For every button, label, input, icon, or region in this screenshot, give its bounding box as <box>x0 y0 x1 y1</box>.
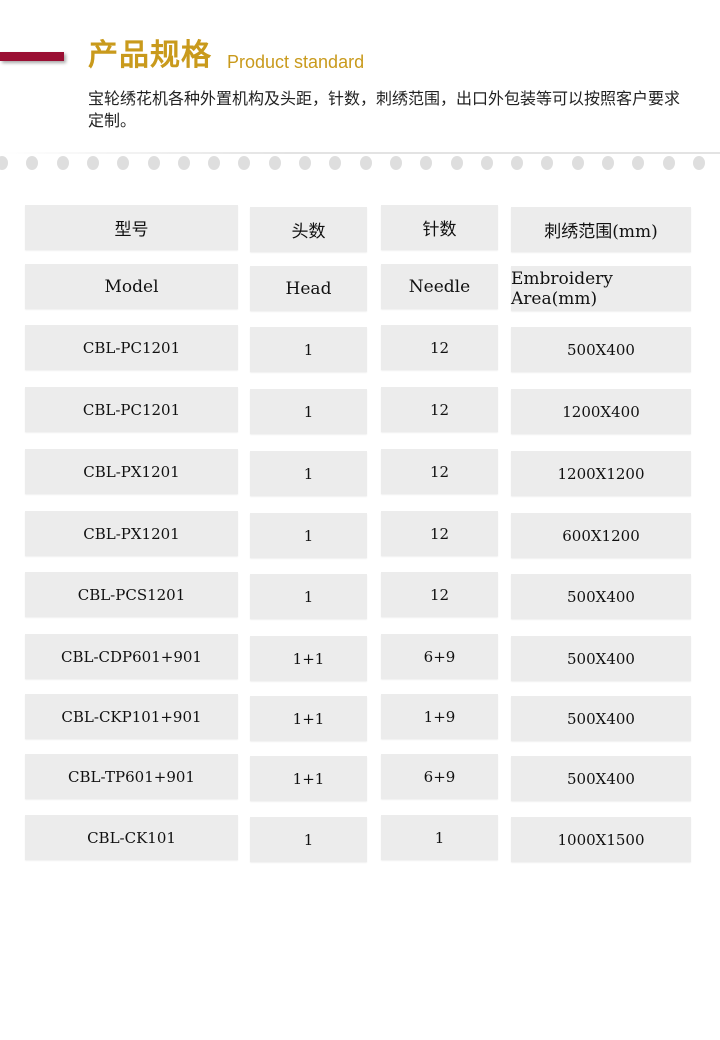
divider-dot <box>299 156 311 170</box>
cell-needle: 12 <box>381 325 498 370</box>
divider-dot <box>571 156 584 170</box>
divider-dot <box>268 156 281 170</box>
divider-dot <box>0 156 8 170</box>
page-title: 产品规格 <box>88 38 212 73</box>
cell-needle: 12 <box>381 572 498 617</box>
cell-area: 1000X1500 <box>511 817 691 862</box>
cell-needle: 6+9 <box>381 754 498 799</box>
cell-head: 1 <box>250 513 367 558</box>
cell-area: 1200X400 <box>511 389 691 434</box>
cell-needle: 6+9 <box>381 634 498 679</box>
header-cell-area: 刺绣范围(mm) <box>511 207 691 252</box>
divider-dot <box>117 156 130 170</box>
divider-dot <box>450 156 463 170</box>
divider-dot <box>541 156 554 170</box>
divider-dot <box>511 156 524 170</box>
cell-needle: 12 <box>381 387 498 432</box>
cell-head: 1 <box>250 451 367 496</box>
cell-head: 1 <box>250 574 367 619</box>
cell-head: 1 <box>250 389 367 434</box>
divider-dot <box>420 156 433 170</box>
cell-model: CBL-CK101 <box>25 815 238 860</box>
divider-dot <box>632 156 645 170</box>
divider-dot <box>86 156 99 170</box>
accent-bar <box>0 52 64 61</box>
cell-head: 1+1 <box>250 696 367 741</box>
cell-needle: 12 <box>381 511 498 556</box>
divider-dot <box>389 156 402 170</box>
cell-model: CBL-CDP601+901 <box>25 634 238 679</box>
divider-dot <box>662 156 675 170</box>
cell-area: 500X400 <box>511 756 691 801</box>
header-cell-model: Model <box>25 264 238 309</box>
divider-dot <box>208 156 221 170</box>
header-cell-needle: 针数 <box>381 205 498 250</box>
cell-area: 500X400 <box>511 636 691 681</box>
cell-head: 1+1 <box>250 756 367 801</box>
header-cell-head: Head <box>250 266 367 311</box>
cell-needle: 1+9 <box>381 694 498 739</box>
header-cell-area: Embroidery Area(mm) <box>511 266 691 311</box>
header-cell-model: 型号 <box>25 205 238 250</box>
description: 宝轮绣花机各种外置机构及头距，针数，刺绣范围，出口外包装等可以按照客户要求定制。 <box>88 89 681 130</box>
divider-dot <box>26 156 39 170</box>
cell-head: 1 <box>250 817 367 862</box>
divider-dot <box>480 156 493 170</box>
divider-dot <box>147 156 160 170</box>
cell-model: CBL-TP601+901 <box>25 754 238 799</box>
divider-dot <box>692 156 705 170</box>
cell-model: CBL-CKP101+901 <box>25 694 238 739</box>
cell-model: CBL-PX1201 <box>25 511 238 556</box>
cell-model: CBL-PC1201 <box>25 325 238 370</box>
cell-head: 1+1 <box>250 636 367 681</box>
cell-needle: 1 <box>381 815 498 860</box>
dotted-divider <box>0 152 720 174</box>
cell-model: CBL-PC1201 <box>25 387 238 432</box>
divider-dot <box>359 156 372 170</box>
header-cell-needle: Needle <box>381 264 498 309</box>
cell-area: 1200X1200 <box>511 451 691 496</box>
cell-area: 600X1200 <box>511 513 691 558</box>
divider-dot <box>177 156 190 170</box>
divider-dot <box>329 156 342 170</box>
divider-dot <box>238 156 251 170</box>
cell-model: CBL-PX1201 <box>25 449 238 494</box>
cell-area: 500X400 <box>511 327 691 372</box>
divider-dot <box>56 156 69 170</box>
cell-needle: 12 <box>381 449 498 494</box>
header-cell-head: 头数 <box>250 207 367 252</box>
divider-dot <box>602 156 614 170</box>
cell-model: CBL-PCS1201 <box>25 572 238 617</box>
page-subtitle: Product standard <box>227 52 365 72</box>
cell-area: 500X400 <box>511 574 691 619</box>
cell-head: 1 <box>250 327 367 372</box>
cell-area: 500X400 <box>511 696 691 741</box>
